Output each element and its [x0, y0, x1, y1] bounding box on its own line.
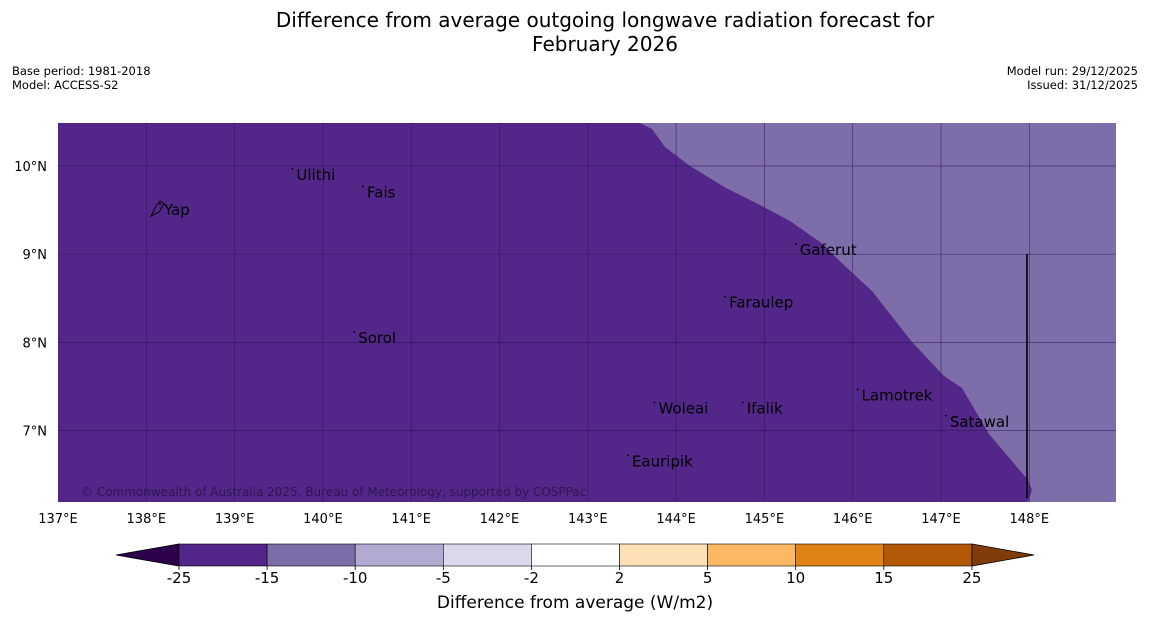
- title-line-1: Difference from average outgoing longwav…: [275, 8, 935, 32]
- axis-ticks: 137°E 138°E 139°E 140°E 141°E 142°E 143°E 144°E…: [14, 160, 1049, 527]
- colorbar-tick-label: -15: [255, 569, 280, 587]
- copyright-note: © Commonwealth of Australia 2025, Bureau…: [81, 485, 586, 499]
- island-marker: [627, 454, 629, 457]
- base-info: Base period: 1981-2018 Model: ACCESS-S2: [12, 64, 151, 92]
- place-label: Ifalik: [747, 400, 783, 418]
- colorbar: -25 -15 -10 -5 -2 2 5 10 15 25: [115, 543, 1035, 587]
- title-line-2: February 2026: [532, 32, 678, 56]
- place-label: Sorol: [358, 329, 396, 347]
- island-marker: [944, 414, 947, 417]
- colorbar-segment: [619, 543, 708, 567]
- colorbar-segment: [883, 543, 973, 567]
- island-marker: [856, 388, 859, 391]
- island-marker: [362, 185, 364, 188]
- colorbar-segment: [442, 543, 532, 567]
- lon-tick-label: 146°E: [833, 512, 873, 527]
- colorbar-tick-label: 25: [962, 569, 981, 587]
- model-run: Model run: 29/12/2025: [1006, 64, 1138, 78]
- issued-date: Issued: 31/12/2025: [1027, 78, 1138, 92]
- run-info: Model run: 29/12/2025 Issued: 31/12/2025: [1007, 64, 1138, 92]
- lon-tick-label: 147°E: [921, 512, 961, 527]
- island-marker: [653, 401, 656, 404]
- colorbar-segment: [266, 543, 356, 567]
- lat-tick-label: 8°N: [23, 336, 48, 351]
- colorbar-segment: [178, 543, 268, 567]
- place-label: Eauripik: [632, 452, 693, 470]
- island-marker: [794, 242, 797, 245]
- anomaly-region-strong-negative: [58, 123, 1032, 502]
- colorbar-extend-high: [971, 543, 1035, 567]
- colorbar-title: Difference from average (W/m2): [436, 593, 714, 613]
- chart-title: Difference from average outgoing longwav…: [0, 8, 1150, 56]
- colorbar-tick-label: 10: [786, 569, 805, 587]
- place-label: Satawal: [950, 413, 1009, 431]
- lat-tick-label: 10°N: [14, 160, 47, 175]
- colorbar-tick-label: 15: [874, 569, 893, 587]
- colorbar-tick-label: -25: [167, 569, 192, 587]
- lat-tick-label: 7°N: [23, 425, 48, 440]
- lon-tick-label: 139°E: [215, 512, 255, 527]
- colorbar-segment: [531, 543, 620, 567]
- lon-tick-label: 137°E: [38, 512, 78, 527]
- place-label: Ulithi: [296, 166, 335, 184]
- place-label: Gaferut: [800, 241, 857, 259]
- lon-tick-label: 141°E: [391, 512, 431, 527]
- map-plot-area: Yap Ulithi Fais Gaferut Faraulep Sorol Lamotre…: [58, 123, 1116, 502]
- yap-island-outline: [149, 200, 165, 218]
- colorbar-tick-label: -2: [524, 569, 539, 587]
- colorbar-tick-label: -10: [343, 569, 368, 587]
- graticule: [58, 123, 1116, 502]
- place-label: Faraulep: [729, 294, 793, 312]
- lon-tick-label: 148°E: [1010, 512, 1050, 527]
- lon-tick-label: 145°E: [745, 512, 785, 527]
- base-period: Base period: 1981-2018: [12, 64, 151, 78]
- lon-tick-label: 143°E: [568, 512, 608, 527]
- colorbar-tick-label: -5: [436, 569, 451, 587]
- island-marker: [159, 203, 161, 206]
- colorbar-segment: [354, 543, 444, 567]
- colorbar-segment: [795, 543, 885, 567]
- lon-tick-label: 140°E: [303, 512, 343, 527]
- place-labels: Yap Ulithi Fais Gaferut Faraulep Sorol Lamotre…: [159, 166, 1009, 470]
- island-marker: [724, 295, 726, 298]
- colorbar-tick-label: 5: [703, 569, 713, 587]
- model-name: Model: ACCESS-S2: [12, 78, 119, 92]
- island-marker: [741, 401, 744, 404]
- colorbar-segment: [707, 543, 796, 567]
- place-label: Lamotrek: [862, 386, 933, 404]
- lon-tick-label: 142°E: [480, 512, 520, 527]
- place-label: Fais: [367, 183, 396, 201]
- island-marker: [291, 167, 294, 170]
- island-marker: [353, 331, 356, 333]
- place-label: Yap: [163, 201, 190, 219]
- colorbar-extend-low: [115, 543, 180, 567]
- colorbar-tick-label: 2: [615, 569, 625, 587]
- lon-tick-label: 138°E: [127, 512, 167, 527]
- lat-tick-label: 9°N: [23, 248, 48, 263]
- place-label: Woleai: [658, 400, 708, 418]
- lon-tick-label: 144°E: [656, 512, 696, 527]
